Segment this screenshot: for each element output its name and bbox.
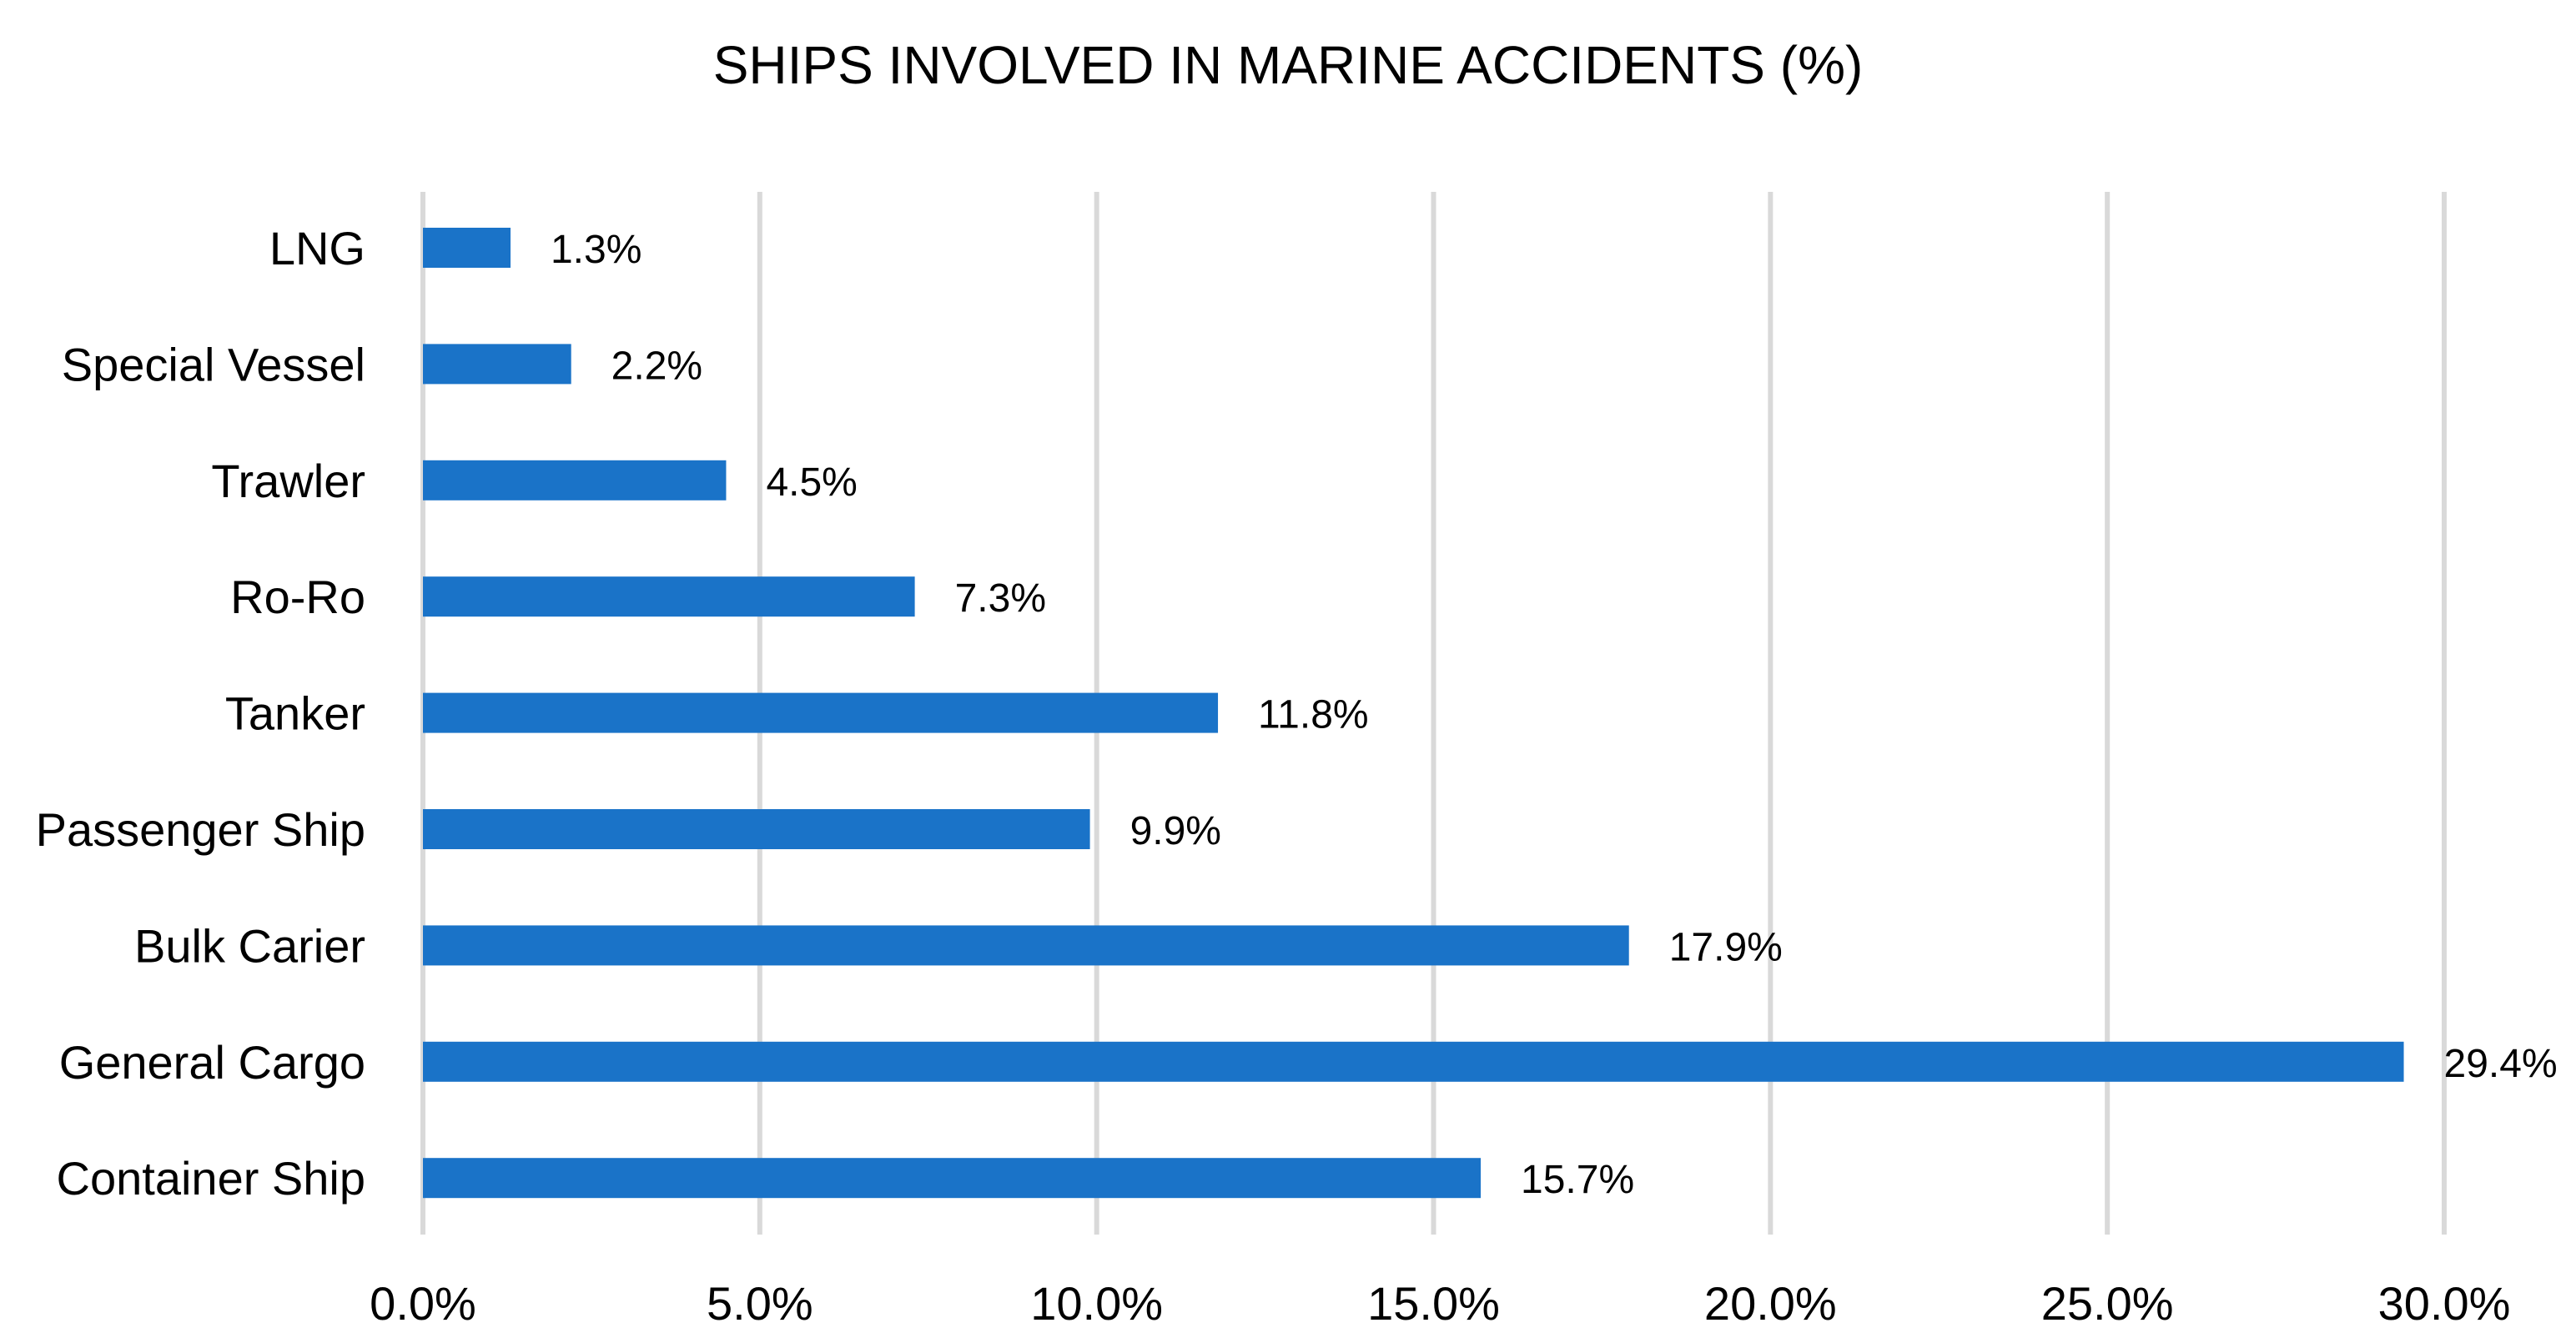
category-label: LNG (269, 222, 365, 274)
data-labels: 1.3% 2.2% 4.5% 7.3% 11.8% 9.9% 17.9% 29.4% 15.7% (551, 228, 2558, 1202)
bars (423, 228, 2404, 1199)
category-label: Tanker (225, 687, 365, 740)
x-tick-labels: 0.0% 5.0% 10.0% 15.0% 20.0% 25.0% 30.0% (370, 1277, 2510, 1330)
x-tick-label: 5.0% (707, 1277, 813, 1330)
chart-title: SHIPS INVOLVED IN MARINE ACCIDENTS (%) (713, 35, 1864, 95)
data-label: 9.9% (1130, 809, 1221, 853)
data-label: 4.5% (766, 460, 857, 505)
bar-general-cargo (423, 1041, 2404, 1082)
data-label: 11.8% (1258, 693, 1369, 737)
bar-passenger-ship (423, 809, 1090, 849)
bar-trawler (423, 460, 727, 500)
bar-lng (423, 228, 511, 268)
x-tick-label: 30.0% (2378, 1277, 2511, 1330)
x-tick-label: 0.0% (370, 1277, 476, 1330)
data-label: 1.3% (551, 228, 641, 272)
bar-ro-ro (423, 576, 915, 617)
data-label: 29.4% (2444, 1042, 2558, 1086)
data-label: 17.9% (1669, 925, 1783, 969)
data-label: 2.2% (611, 344, 702, 388)
category-labels: LNG Special Vessel Trawler Ro-Ro Tanker Passe… (36, 222, 365, 1205)
bar-special-vessel (423, 344, 571, 385)
x-tick-label: 20.0% (1704, 1277, 1837, 1330)
x-tick-label: 15.0% (1367, 1277, 1500, 1330)
bar-tanker (423, 692, 1219, 733)
bar-bulk-carier (423, 925, 1629, 966)
data-label: 7.3% (955, 576, 1046, 621)
category-label: Ro-Ro (230, 571, 365, 623)
x-tick-label: 10.0% (1030, 1277, 1163, 1330)
category-label: Passenger Ship (36, 803, 365, 856)
x-tick-label: 25.0% (2041, 1277, 2174, 1330)
bar-container-ship (423, 1158, 1482, 1199)
category-label: Container Ship (57, 1152, 365, 1205)
category-label: Trawler (211, 455, 365, 507)
data-label: 15.7% (1521, 1158, 1634, 1202)
category-label: Bulk Carier (134, 919, 365, 972)
category-label: General Cargo (59, 1036, 365, 1089)
category-label: Special Vessel (62, 338, 365, 390)
